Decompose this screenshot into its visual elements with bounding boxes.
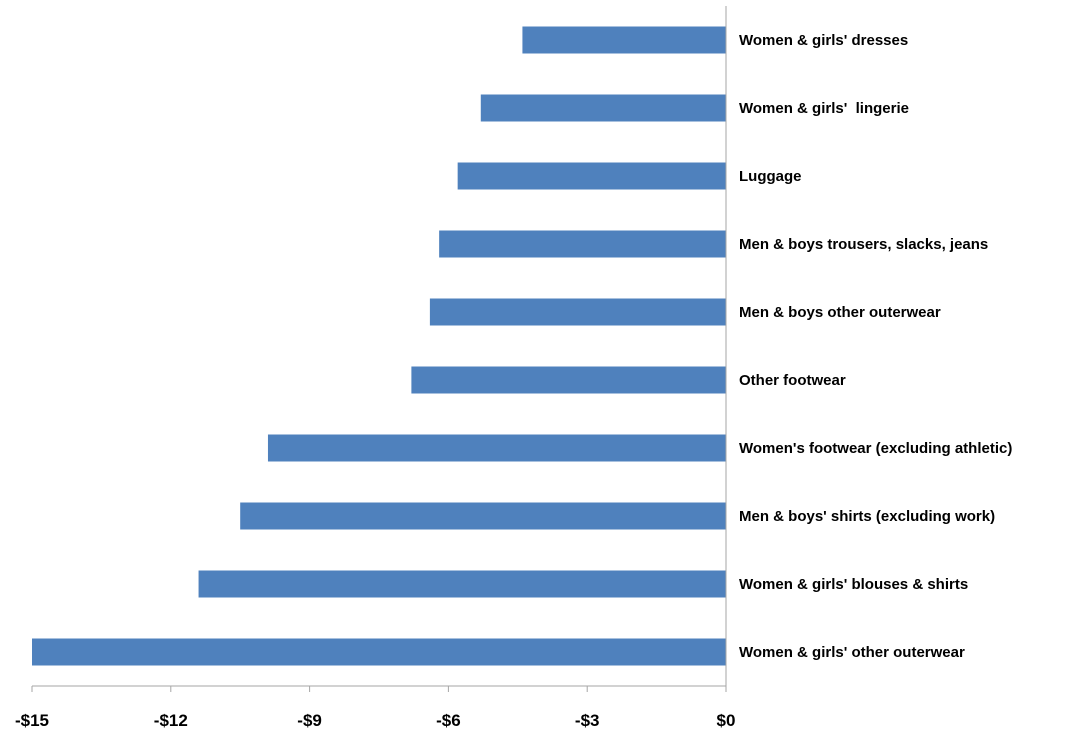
- category-label: Women & girls' dresses: [739, 32, 908, 49]
- x-tick-label: $0: [717, 711, 736, 730]
- bar: [32, 638, 726, 666]
- x-tick-label: -$3: [575, 711, 600, 730]
- category-label: Men & boys trousers, slacks, jeans: [739, 236, 988, 253]
- bar: [198, 570, 726, 598]
- x-tick-label: -$15: [15, 711, 49, 730]
- bar: [480, 94, 726, 122]
- category-label: Women & girls' lingerie: [739, 100, 909, 117]
- bar: [457, 162, 726, 190]
- bar: [240, 502, 726, 530]
- x-tick-label: -$12: [154, 711, 188, 730]
- category-label: Women's footwear (excluding athletic): [739, 440, 1012, 457]
- x-tick-label: -$9: [297, 711, 322, 730]
- bar: [267, 434, 726, 462]
- category-label: Luggage: [739, 168, 802, 185]
- category-label: Women & girls' blouses & shirts: [739, 576, 968, 593]
- category-label: Women & girls' other outerwear: [739, 644, 965, 661]
- category-label: Men & boys other outerwear: [739, 304, 941, 321]
- bars-group: [32, 26, 726, 666]
- bar: [439, 230, 726, 258]
- bar: [522, 26, 726, 54]
- category-label: Men & boys' shirts (excluding work): [739, 508, 995, 525]
- bar: [429, 298, 726, 326]
- x-tick-label: -$6: [436, 711, 461, 730]
- category-labels-group: Women & girls' dresses Women & girls' lin…: [739, 32, 1012, 661]
- bar: [411, 366, 726, 394]
- axes-group: -$15 -$12 -$9 -$6 -$3 $0: [15, 6, 735, 730]
- category-label: Other footwear: [739, 372, 846, 389]
